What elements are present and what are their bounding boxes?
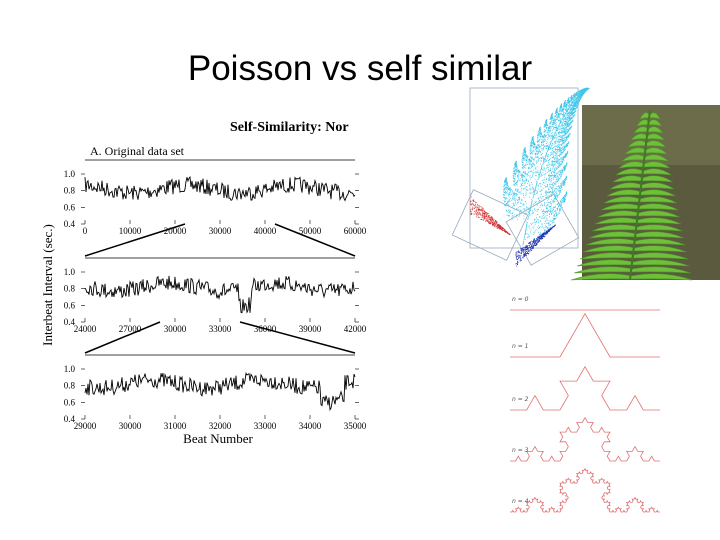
zoom-line [84,223,186,257]
koch-curve [510,467,660,513]
x-tick-label: 30000 [164,324,187,334]
x-tick-label: 50000 [299,226,322,236]
fern-blue-part [515,224,556,267]
frame [505,193,580,266]
y-tick-label: 0.8 [64,284,76,294]
x-tick-label: 33000 [209,324,232,334]
signal-trace [84,176,356,202]
x-tick-label: 42000 [344,324,367,334]
koch-label: n = 4 [512,498,529,505]
koch-label: n = 3 [512,447,529,454]
slide-title: Poisson vs self similar [188,49,533,88]
fern-red-part [470,196,511,236]
y-tick-label: 0.6 [64,202,76,212]
y-tick-label: 0.8 [64,381,76,391]
frame [469,87,579,249]
fern-stem [629,109,651,281]
signal-trace [84,275,356,314]
x-tick-label: 30000 [209,226,232,236]
koch-label: n = 2 [512,396,529,403]
x-tick-label: 31000 [164,421,187,431]
x-tick-label: 20000 [164,226,187,236]
y-tick-label: 0.6 [64,300,76,310]
fern-leaves [570,112,693,281]
x-tick-label: 60000 [344,226,367,236]
koch-label: n = 0 [512,296,529,303]
panel-label: A. Original data set [90,144,185,158]
fern-fractal [502,87,590,246]
x-tick-label: 32000 [209,421,232,431]
x-tick-label: 35000 [344,421,367,431]
y-axis-label: Interbeat Interval (sec.) [40,224,55,346]
x-tick-label: 34000 [299,421,322,431]
y-tick-label: 0.8 [64,186,76,196]
x-tick-label: 39000 [299,324,322,334]
koch-curve [510,416,660,462]
koch-curve [510,312,660,358]
x-tick-label: 33000 [254,421,277,431]
y-tick-label: 0.6 [64,397,76,407]
x-tick-label: 10000 [119,226,142,236]
frame [451,189,529,261]
x-tick-label: 29000 [74,421,97,431]
y-tick-label: 1.0 [64,169,76,179]
y-tick-label: 1.0 [64,364,76,374]
signal-trace [84,371,356,412]
x-tick-label: 36000 [254,324,277,334]
zoom-line [239,321,356,354]
y-tick-label: 1.0 [64,267,76,277]
figure-title: Self-Similarity: Nor [230,120,349,135]
x-tick-label: 24000 [74,324,97,334]
x-tick-label: 0 [83,226,88,236]
x-tick-label: 40000 [254,226,277,236]
x-axis-label: Beat Number [183,431,253,446]
koch-label: n = 1 [512,343,528,350]
y-tick-label: 0.4 [64,414,76,424]
x-tick-label: 30000 [119,421,142,431]
koch-curve [510,365,660,411]
zoom-line [84,321,161,354]
zoom-line [274,223,356,257]
y-tick-label: 0.4 [64,317,76,327]
y-tick-label: 0.4 [64,219,76,229]
x-tick-label: 27000 [119,324,142,334]
